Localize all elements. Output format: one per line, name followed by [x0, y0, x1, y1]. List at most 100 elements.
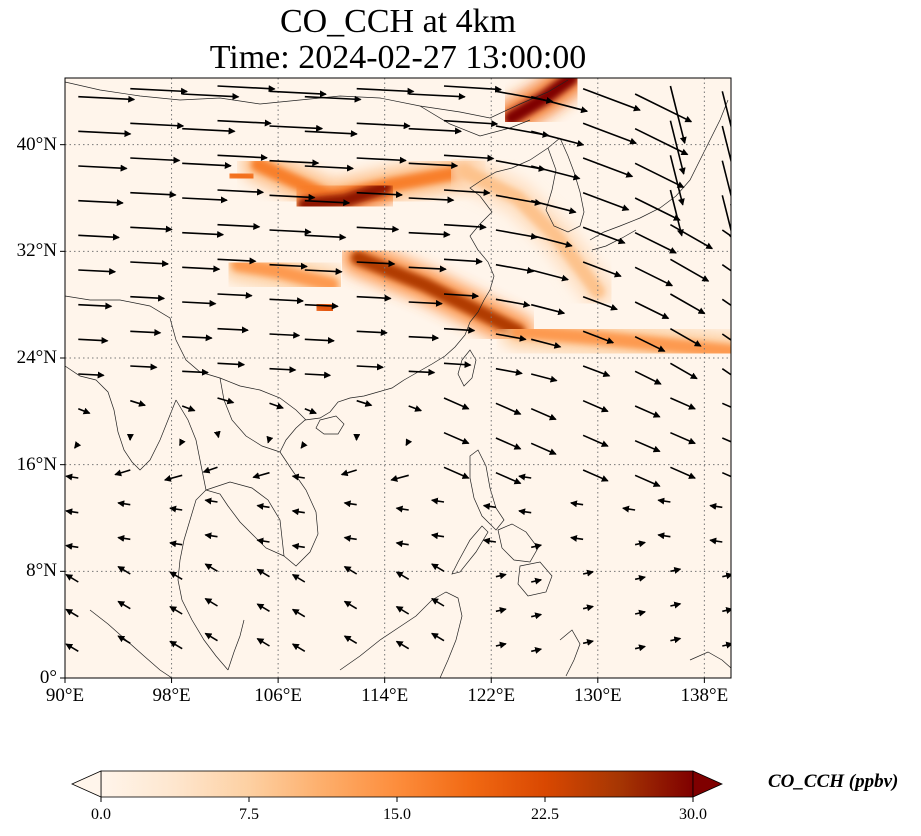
- wind-vector: [117, 566, 131, 575]
- sumatra: [89, 609, 173, 678]
- northeast-core: [504, 78, 579, 125]
- wind-vector: [78, 95, 136, 103]
- graticule: [65, 78, 731, 678]
- wind-vector: [721, 298, 731, 307]
- wind-vector: [266, 435, 274, 444]
- wind-vector: [130, 122, 185, 130]
- borneo: [339, 591, 463, 678]
- wind-vector: [495, 333, 527, 342]
- wind-vector: [670, 328, 702, 347]
- wind-vector: [356, 87, 415, 95]
- lon-label-130: 130°E: [573, 685, 622, 706]
- wind-vector: [530, 338, 562, 349]
- sulawesi: [559, 629, 581, 677]
- hainan: [315, 415, 345, 435]
- wind-vector: [430, 532, 445, 540]
- wind-vector: [408, 93, 466, 100]
- wind-vector: [582, 604, 594, 612]
- wind-vector: [670, 636, 682, 644]
- wind-vector: [530, 442, 557, 455]
- wind-vector: [721, 229, 731, 237]
- wind-vector: [531, 303, 566, 316]
- wind-vector: [304, 233, 347, 241]
- wind-vector: [670, 397, 696, 410]
- wind-vector: [582, 365, 611, 378]
- wind-vector: [304, 371, 332, 379]
- wind-vector: [130, 225, 173, 233]
- wind-vector: [269, 228, 312, 236]
- wind-vector: [670, 258, 710, 282]
- wind-vector: [670, 431, 696, 445]
- wind-vector: [670, 601, 682, 609]
- korea-peninsula: [545, 137, 585, 233]
- wind-vector: [304, 336, 335, 344]
- wind-vector: [495, 263, 535, 274]
- wind-vector: [130, 363, 158, 371]
- wind-vector: [65, 574, 79, 583]
- wind-vector: [356, 399, 373, 407]
- wind-vector: [356, 363, 384, 371]
- wind-vector: [431, 598, 445, 607]
- wind-vector: [130, 294, 166, 302]
- wind-vector: [291, 542, 305, 550]
- wind-vector: [721, 264, 731, 272]
- wind-vector: [530, 165, 581, 181]
- wind-vector: [531, 646, 543, 654]
- wind-vector: [343, 534, 357, 542]
- wind-vector: [408, 299, 443, 307]
- gansu-dot: [224, 167, 259, 185]
- wind-vector: [582, 569, 594, 577]
- wind-vector: [530, 407, 557, 421]
- wind-vector: [721, 160, 731, 211]
- wind-vector: [169, 540, 183, 548]
- wind-vector: [117, 600, 131, 610]
- wind-vector: [443, 361, 472, 369]
- wind-vector: [182, 265, 221, 273]
- wind-vector: [356, 329, 388, 336]
- wind-vector: [443, 466, 470, 479]
- wind-vector: [182, 161, 232, 169]
- china-border-2: [65, 79, 569, 119]
- wind-vector: [356, 294, 392, 302]
- wind-vector: [395, 640, 410, 650]
- wind-vector: [709, 537, 723, 545]
- wind-vector: [530, 130, 585, 147]
- thai-border: [205, 481, 285, 557]
- colorbar-tick-label-22.5: 22.5: [531, 806, 559, 823]
- wind-vector: [408, 161, 459, 169]
- wind-vector: [495, 229, 539, 240]
- wind-vector: [530, 269, 569, 282]
- luzon: [469, 449, 505, 531]
- colorbar-label: CO_CCH (ppbv): [768, 771, 899, 792]
- wind-vector: [256, 638, 270, 647]
- wind-vector: [495, 402, 522, 415]
- wind-vector: [269, 159, 320, 167]
- wind-vector: [495, 298, 531, 308]
- wind-vector: [443, 292, 480, 300]
- lat-label-8: 8°N: [26, 560, 57, 582]
- wind-vector: [531, 612, 543, 620]
- wind-vector: [182, 299, 217, 307]
- wind-vector: [356, 156, 407, 164]
- wind-vector: [721, 437, 731, 443]
- lat-label-24: 24°N: [16, 347, 57, 368]
- wind-vector: [443, 223, 487, 231]
- wind-vector: [269, 366, 297, 374]
- wind-vector: [256, 502, 270, 510]
- colorbar-extend-min: [71, 770, 102, 798]
- map-frame: [64, 77, 732, 679]
- wind-vector: [670, 466, 696, 479]
- wind-vector: [408, 265, 447, 273]
- wind-vector: [182, 368, 209, 376]
- wind-vector: [657, 532, 671, 540]
- wind-vector: [181, 405, 196, 412]
- wind-vector: [495, 471, 522, 485]
- wind-vector: [670, 566, 682, 574]
- wind-vector: [518, 508, 532, 516]
- lat-label-32: 32°N: [16, 240, 57, 262]
- wind-vector: [443, 85, 502, 93]
- wind-vector: [634, 266, 674, 287]
- wind-vector: [269, 297, 304, 305]
- wind-vector: [530, 373, 558, 383]
- laos-border: [219, 377, 281, 453]
